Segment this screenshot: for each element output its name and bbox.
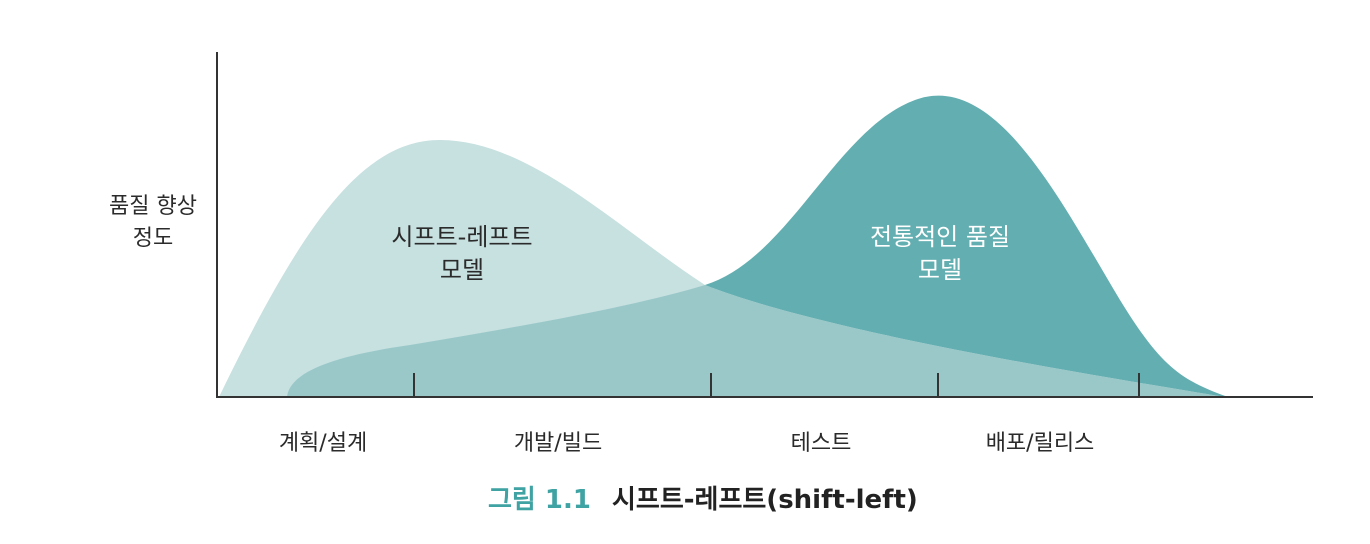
stage-label-release: 배포/릴리스 xyxy=(986,431,1095,456)
y-axis-label-line-1: 품질 향상 xyxy=(109,194,197,219)
stage-label-planning: 계획/설계 xyxy=(279,431,367,456)
figure-caption-number: 그림 1.1 xyxy=(488,485,591,515)
stage-label-development: 개발/빌드 xyxy=(514,431,602,456)
traditional-model-curve xyxy=(287,95,1228,397)
traditional-label-line-2: 모델 xyxy=(918,256,962,284)
shift-left-model-curve xyxy=(219,140,1225,397)
shift-left-label-line-1: 시프트-레프트 xyxy=(391,223,532,251)
shift-left-label-line-2: 모델 xyxy=(440,256,484,284)
figure-caption-title: 시프트-레프트(shift-left) xyxy=(612,485,918,515)
stage-label-testing: 테스트 xyxy=(791,431,852,456)
y-axis-label-line-2: 정도 xyxy=(133,226,173,251)
traditional-label-line-1: 전통적인 품질 xyxy=(870,223,1010,251)
